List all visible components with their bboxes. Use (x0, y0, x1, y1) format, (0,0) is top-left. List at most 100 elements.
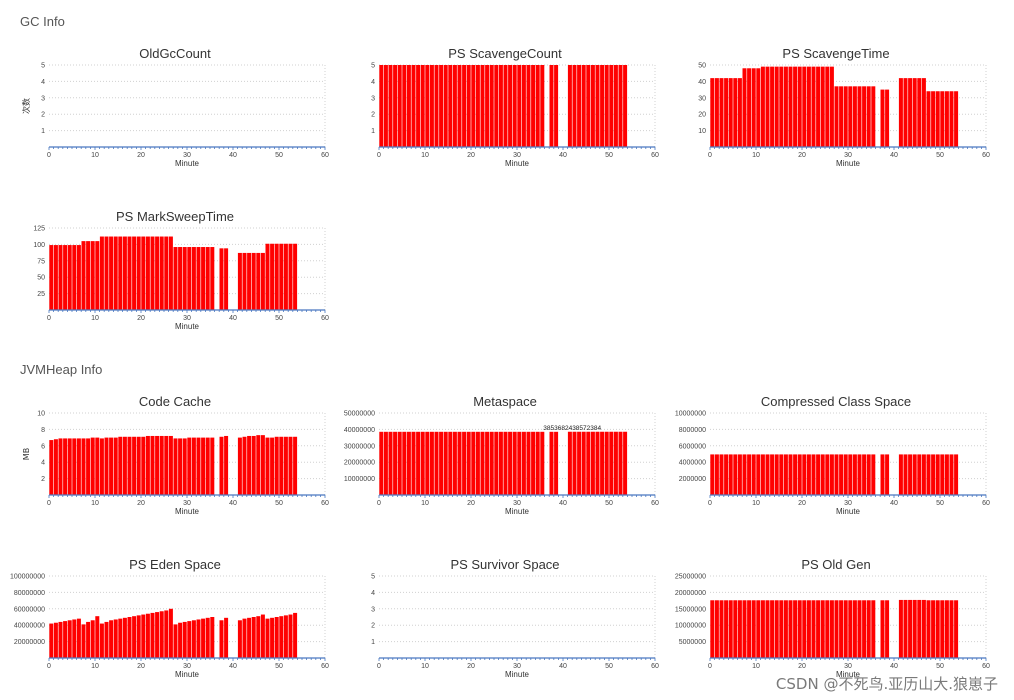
bar[interactable] (256, 435, 261, 495)
bar[interactable] (224, 435, 229, 495)
bar[interactable] (797, 66, 802, 147)
bar[interactable] (251, 435, 256, 495)
bar[interactable] (512, 65, 517, 147)
bar[interactable] (425, 431, 430, 495)
bar[interactable] (494, 65, 499, 147)
bar[interactable] (944, 600, 949, 658)
bar[interactable] (210, 617, 215, 658)
bar[interactable] (793, 454, 798, 495)
bar[interactable] (540, 65, 545, 147)
bar[interactable] (274, 243, 279, 310)
bar[interactable] (466, 65, 471, 147)
bar[interactable] (531, 65, 536, 147)
bar[interactable] (159, 236, 164, 310)
bar[interactable] (834, 600, 839, 658)
bar[interactable] (63, 245, 68, 310)
bar[interactable] (765, 600, 770, 658)
bar[interactable] (765, 66, 770, 147)
bar[interactable] (600, 65, 605, 147)
bar[interactable] (132, 616, 137, 658)
bar[interactable] (388, 65, 393, 147)
bar[interactable] (517, 431, 522, 495)
bar[interactable] (756, 600, 761, 658)
bar[interactable] (53, 439, 58, 495)
bar[interactable] (118, 436, 123, 495)
bar[interactable] (609, 431, 614, 495)
bar[interactable] (397, 65, 402, 147)
bar[interactable] (512, 431, 517, 495)
bar[interactable] (113, 236, 118, 310)
bar[interactable] (448, 431, 453, 495)
bar[interactable] (540, 431, 545, 495)
bar[interactable] (494, 431, 499, 495)
bar[interactable] (797, 454, 802, 495)
bar[interactable] (76, 438, 81, 495)
bar[interactable] (383, 65, 388, 147)
bar[interactable] (406, 65, 411, 147)
bar[interactable] (848, 600, 853, 658)
bar[interactable] (714, 454, 719, 495)
bar[interactable] (224, 248, 229, 310)
bar[interactable] (862, 600, 867, 658)
bar[interactable] (457, 65, 462, 147)
bar[interactable] (898, 599, 903, 658)
bar[interactable] (168, 435, 173, 495)
bar[interactable] (839, 600, 844, 658)
bar[interactable] (820, 454, 825, 495)
bar[interactable] (485, 65, 490, 147)
bar[interactable] (724, 78, 729, 147)
bar[interactable] (779, 600, 784, 658)
bar[interactable] (237, 437, 242, 495)
bar[interactable] (931, 454, 936, 495)
bar[interactable] (480, 431, 485, 495)
bar[interactable] (954, 454, 959, 495)
bar[interactable] (379, 431, 384, 495)
bar[interactable] (86, 241, 91, 310)
bar[interactable] (265, 437, 270, 495)
bar[interactable] (411, 431, 416, 495)
bar[interactable] (581, 65, 586, 147)
bar[interactable] (72, 438, 77, 495)
bar[interactable] (224, 617, 229, 658)
bar[interactable] (760, 600, 765, 658)
bar[interactable] (150, 236, 155, 310)
bar[interactable] (747, 600, 752, 658)
bar[interactable] (742, 68, 747, 147)
bar[interactable] (283, 615, 288, 658)
bar[interactable] (279, 436, 284, 495)
bar[interactable] (898, 78, 903, 147)
bar[interactable] (155, 236, 160, 310)
bar[interactable] (843, 86, 848, 147)
bar[interactable] (439, 431, 444, 495)
bar[interactable] (751, 600, 756, 658)
bar[interactable] (917, 599, 922, 658)
bar[interactable] (880, 600, 885, 658)
bar[interactable] (549, 431, 554, 495)
bar[interactable] (857, 454, 862, 495)
bar[interactable] (779, 454, 784, 495)
bar[interactable] (949, 91, 954, 147)
bar[interactable] (288, 436, 293, 495)
bar[interactable] (191, 247, 196, 310)
bar[interactable] (164, 610, 169, 658)
bar[interactable] (719, 78, 724, 147)
bar[interactable] (141, 614, 146, 658)
bar[interactable] (848, 86, 853, 147)
bar[interactable] (954, 600, 959, 658)
bar[interactable] (595, 65, 600, 147)
bar[interactable] (724, 600, 729, 658)
bar[interactable] (903, 78, 908, 147)
bar[interactable] (104, 437, 109, 495)
bar[interactable] (751, 454, 756, 495)
bar[interactable] (944, 91, 949, 147)
bar[interactable] (521, 431, 526, 495)
bar[interactable] (498, 431, 503, 495)
bar[interactable] (834, 454, 839, 495)
bar[interactable] (90, 620, 95, 658)
bar[interactable] (816, 66, 821, 147)
bar[interactable] (145, 613, 150, 658)
bar[interactable] (205, 617, 210, 658)
bar[interactable] (871, 454, 876, 495)
bar[interactable] (187, 437, 192, 495)
bar[interactable] (420, 65, 425, 147)
